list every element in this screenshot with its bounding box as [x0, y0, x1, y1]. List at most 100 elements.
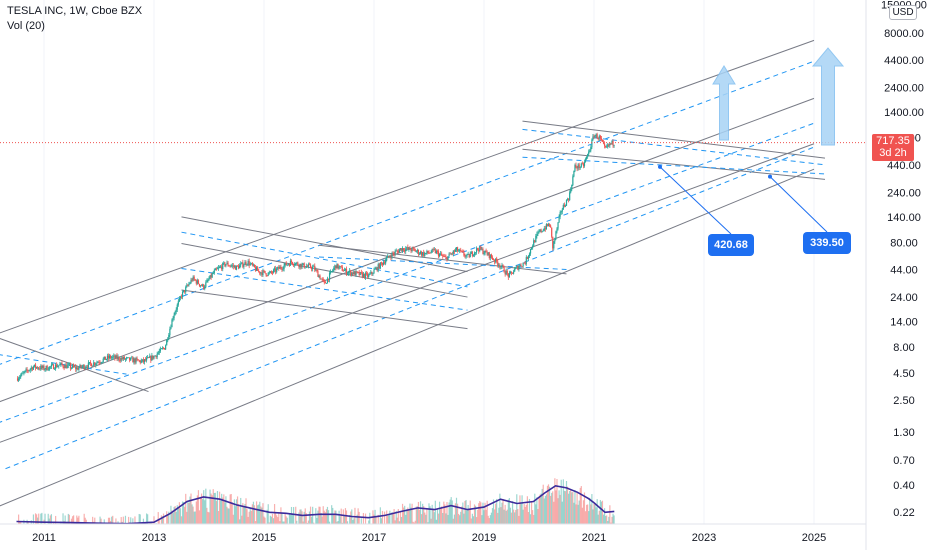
time-tick-label: 2023: [692, 532, 716, 544]
candle-body: [409, 247, 411, 250]
price-tick-label: 8.00: [893, 342, 914, 354]
candle-body: [304, 267, 306, 269]
volume-bar: [172, 513, 174, 524]
volume-bar: [266, 509, 268, 524]
volume-bar: [613, 515, 615, 524]
candle-body: [315, 269, 317, 271]
volume-bar: [35, 514, 38, 524]
callout-420[interactable]: 420.68: [708, 234, 754, 256]
volume-bar: [246, 509, 248, 524]
candle-body: [187, 285, 189, 287]
callout-leaders: [658, 164, 828, 235]
volume-bar: [173, 506, 175, 524]
candle-body: [441, 253, 443, 256]
volume-bar: [288, 513, 290, 524]
volume-bar: [391, 512, 393, 524]
candle-body: [447, 255, 449, 261]
candle-body: [58, 365, 60, 367]
candle-body: [380, 262, 383, 264]
candle-body: [176, 304, 178, 310]
candle-body: [123, 356, 125, 360]
volume-bar: [564, 491, 567, 524]
candle-body: [33, 364, 36, 367]
volume-bar: [358, 511, 360, 524]
candle-body: [603, 143, 606, 146]
candle-body: [318, 275, 320, 277]
candle-body: [579, 166, 581, 168]
candle-body: [161, 347, 164, 349]
volume-bar: [525, 504, 527, 524]
dashed-channel-line: [181, 267, 468, 311]
candle-body: [133, 358, 135, 363]
volume-bar: [248, 511, 250, 524]
volume-bar: [334, 510, 336, 524]
candle-body: [218, 266, 221, 268]
candle-body: [326, 278, 329, 284]
volume-bar: [257, 505, 259, 524]
candle-body: [461, 250, 463, 252]
volume-bar: [303, 511, 305, 524]
volume-bar: [523, 503, 525, 524]
currency-button[interactable]: USD: [889, 5, 917, 20]
candle-body: [265, 273, 267, 276]
volume-bar: [111, 516, 113, 524]
candle-body: [81, 366, 83, 368]
candle-body: [590, 147, 592, 151]
volume-bar: [222, 497, 224, 524]
candle-body: [226, 262, 228, 265]
candle-body: [433, 249, 435, 251]
volume-bar: [568, 493, 570, 524]
candle-body: [281, 268, 283, 270]
volume-bar: [505, 510, 507, 524]
candle-body: [459, 249, 461, 251]
candle-body: [310, 267, 313, 270]
candle-body: [262, 270, 264, 275]
volume-bar: [78, 515, 80, 524]
volume-bar: [468, 509, 470, 524]
volume-bar: [513, 509, 515, 524]
candle-body: [559, 212, 561, 217]
candle-body: [285, 262, 287, 266]
dashed-channel-line: [522, 128, 826, 166]
volume-bar: [284, 512, 286, 524]
solid-channel-line: [0, 338, 149, 393]
candle-body: [408, 247, 410, 250]
candle-body: [180, 296, 183, 298]
candle-body: [157, 352, 159, 354]
volume-bar: [77, 517, 79, 524]
candle-body: [339, 266, 341, 268]
candle-body: [125, 357, 128, 359]
candle-body: [275, 268, 277, 272]
volume-bar: [487, 515, 489, 524]
volume-ma-line: [16, 484, 615, 525]
candle-body: [57, 366, 59, 368]
price-tick-label: 140.00: [887, 212, 921, 224]
candle-body: [506, 270, 508, 274]
volume-bar: [485, 509, 487, 524]
candle-body: [416, 249, 418, 252]
volume-bar: [475, 517, 478, 524]
candle-body: [152, 355, 154, 359]
symbol-title: TESLA INC, 1W, Cboe BZX: [7, 5, 143, 17]
volume-bar: [84, 517, 86, 524]
candle-body: [216, 268, 219, 270]
volume-bar: [264, 517, 266, 524]
candle-body: [481, 248, 483, 250]
candle-body: [24, 370, 26, 373]
volume-bar: [418, 509, 421, 524]
time-tick-label: 2021: [582, 532, 606, 544]
callout-339[interactable]: 339.50: [803, 232, 851, 254]
candle-body: [526, 257, 528, 259]
volume-bar: [395, 511, 397, 524]
volume-bar: [204, 500, 206, 524]
candle-body: [343, 270, 345, 272]
volume-bar: [612, 513, 614, 524]
candle-body: [230, 265, 232, 267]
volume-bar: [259, 501, 261, 524]
volume-bar: [510, 512, 513, 524]
volume-bar: [397, 509, 399, 524]
volume-bar: [589, 497, 591, 524]
volume-bar: [580, 486, 582, 524]
candle-body: [131, 357, 133, 359]
